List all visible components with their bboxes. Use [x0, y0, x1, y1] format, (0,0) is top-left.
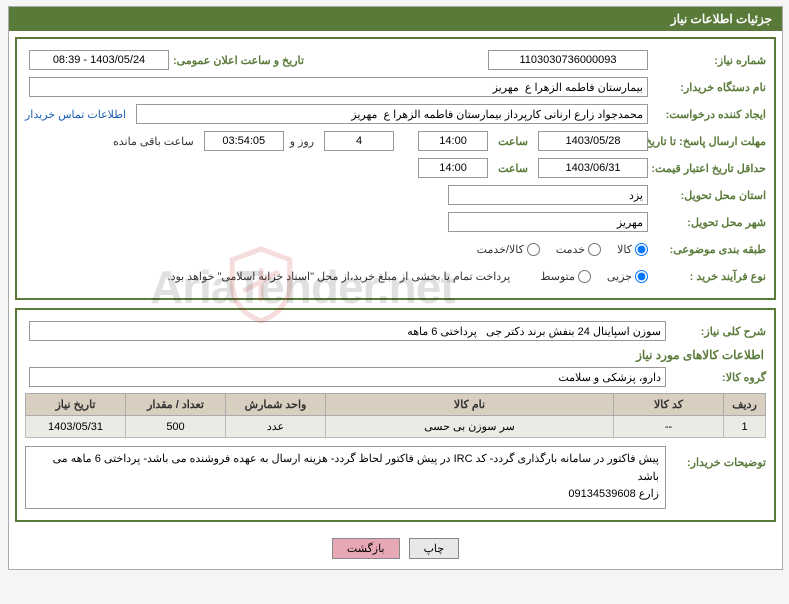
- province-field: [448, 185, 648, 205]
- process-note: پرداخت تمام یا بخشی از مبلغ خرید،از محل …: [168, 270, 511, 283]
- cell-code: --: [614, 416, 724, 438]
- cat-both-label: کالا/خدمت: [477, 243, 524, 256]
- time-label-1: ساعت: [494, 135, 528, 148]
- category-radio-group: کالا خدمت کالا/خدمت: [477, 243, 648, 256]
- details-panel: جزئیات اطلاعات نیاز شماره نیاز: تاریخ و …: [8, 6, 783, 570]
- deadline-label: مهلت ارسال پاسخ: تا تاریخ:: [648, 135, 766, 148]
- buyer-notes-box: پیش فاکتور در سامانه بارگذاری گردد- کد I…: [25, 446, 666, 509]
- days-field: [324, 131, 394, 151]
- process-label: نوع فرآیند خرید :: [648, 270, 766, 283]
- proc-medium-option[interactable]: متوسط: [540, 270, 591, 283]
- back-button[interactable]: بازگشت: [332, 538, 400, 559]
- col-qty: تعداد / مقدار: [126, 394, 226, 416]
- cat-goods-option[interactable]: کالا: [617, 243, 648, 256]
- panel-body: شماره نیاز: تاریخ و ساعت اعلان عمومی: نا…: [9, 31, 782, 569]
- validity-date-field: [538, 158, 648, 178]
- proc-partial-label: جزیی: [607, 270, 632, 283]
- cell-unit: عدد: [226, 416, 326, 438]
- validity-time-field: [418, 158, 488, 178]
- cell-date: 1403/05/31: [26, 416, 126, 438]
- remain-label: ساعت باقی مانده: [113, 135, 194, 148]
- need-no-field: [488, 50, 648, 70]
- col-code: کد کالا: [614, 394, 724, 416]
- countdown-field: [204, 131, 284, 151]
- cat-service-label: خدمت: [556, 243, 585, 256]
- general-desc-field: [29, 321, 666, 341]
- col-date: تاریخ نیاز: [26, 394, 126, 416]
- proc-medium-label: متوسط: [540, 270, 575, 283]
- cat-service-option[interactable]: خدمت: [556, 243, 601, 256]
- buyer-notes-label: توضیحات خریدار:: [666, 446, 766, 469]
- cat-both-option[interactable]: کالا/خدمت: [477, 243, 540, 256]
- col-name: نام کالا: [326, 394, 614, 416]
- validity-label: حداقل تاریخ اعتبار قیمت: تا تاریخ:: [648, 162, 766, 175]
- info-box: شماره نیاز: تاریخ و ساعت اعلان عمومی: نا…: [15, 37, 776, 300]
- group-label: گروه کالا:: [666, 371, 766, 384]
- city-label: شهر محل تحویل:: [648, 216, 766, 229]
- buyer-org-field: [29, 77, 648, 97]
- cat-both-radio[interactable]: [527, 243, 540, 256]
- deadline-time-field: [418, 131, 488, 151]
- print-button[interactable]: چاپ: [409, 538, 460, 559]
- requester-label: ایجاد کننده درخواست:: [648, 108, 766, 121]
- time-label-2: ساعت: [494, 162, 528, 175]
- button-bar: چاپ بازگشت: [15, 530, 776, 563]
- group-field: [29, 367, 666, 387]
- days-label: روز و: [290, 135, 314, 148]
- process-radio-group: جزیی متوسط: [540, 270, 648, 283]
- cell-name: سر سوزن بی حسی: [326, 416, 614, 438]
- items-table: ردیف کد کالا نام کالا واحد شمارش تعداد /…: [25, 393, 766, 438]
- content-box: شرح کلی نیاز: اطلاعات کالاهای مورد نیاز …: [15, 308, 776, 522]
- deadline-date-field: [538, 131, 648, 151]
- city-field: [448, 212, 648, 232]
- proc-partial-radio[interactable]: [635, 270, 648, 283]
- general-desc-label: شرح کلی نیاز:: [666, 325, 766, 338]
- need-no-label: شماره نیاز:: [648, 54, 766, 67]
- province-label: استان محل تحویل:: [648, 189, 766, 202]
- col-row: ردیف: [724, 394, 766, 416]
- cell-qty: 500: [126, 416, 226, 438]
- cat-service-radio[interactable]: [588, 243, 601, 256]
- proc-medium-radio[interactable]: [578, 270, 591, 283]
- announce-label: تاریخ و ساعت اعلان عمومی:: [169, 54, 304, 67]
- requester-field: [136, 104, 648, 124]
- col-unit: واحد شمارش: [226, 394, 326, 416]
- proc-partial-option[interactable]: جزیی: [607, 270, 648, 283]
- items-section-title: اطلاعات کالاهای مورد نیاز: [25, 348, 764, 362]
- cat-goods-radio[interactable]: [635, 243, 648, 256]
- announce-field: [29, 50, 169, 70]
- buyer-org-label: نام دستگاه خریدار:: [648, 81, 766, 94]
- contact-link[interactable]: اطلاعات تماس خریدار: [25, 108, 126, 121]
- category-label: طبقه بندی موضوعی:: [648, 243, 766, 256]
- panel-title: جزئیات اطلاعات نیاز: [9, 7, 782, 31]
- cell-row: 1: [724, 416, 766, 438]
- table-row: 1 -- سر سوزن بی حسی عدد 500 1403/05/31: [26, 416, 766, 438]
- cat-goods-label: کالا: [617, 243, 632, 256]
